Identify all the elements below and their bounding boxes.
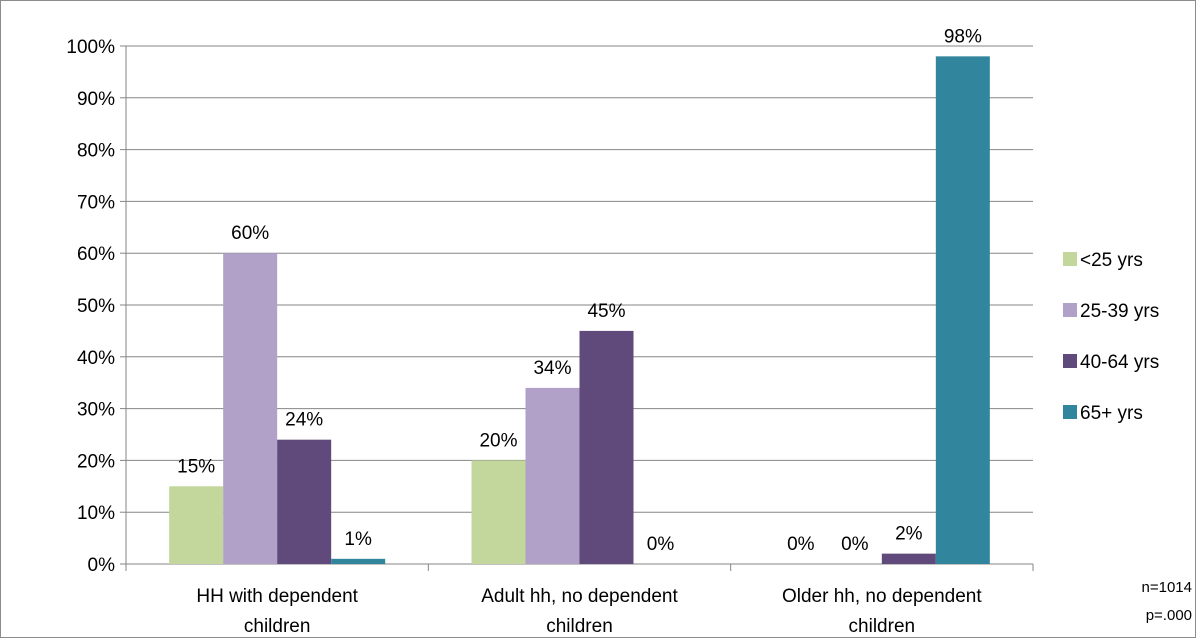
bar [525, 387, 580, 564]
y-tick-label: 20% [77, 451, 115, 472]
data-label: 2% [895, 524, 923, 545]
data-labels: 15% 60% 24% 1% 20% 34% 45% 0% 0% 0% 2% 98% [177, 26, 982, 555]
p-value-note: p=.000 [1146, 607, 1192, 624]
y-tick-label: 0% [88, 555, 116, 576]
bar [881, 553, 936, 564]
legend-label: 40-64 yrs [1080, 352, 1159, 373]
x-category-label: Older hh, no dependent [782, 586, 982, 607]
data-label: 24% [285, 410, 323, 431]
y-tick-label: 90% [77, 89, 115, 110]
legend-label: 25-39 yrs [1080, 301, 1159, 322]
notes: n=1014 p=.000 [1142, 579, 1192, 624]
legend-swatch [1063, 405, 1077, 419]
bars [169, 56, 990, 565]
x-category-label: children [849, 616, 916, 637]
data-label: 0% [787, 534, 815, 555]
data-label: 60% [231, 223, 269, 244]
legend-swatch [1063, 252, 1077, 266]
data-label: 98% [944, 26, 982, 47]
bar [223, 253, 278, 564]
data-label: 0% [841, 534, 869, 555]
sample-size-note: n=1014 [1142, 579, 1192, 596]
x-category-label: children [244, 616, 311, 637]
x-category-label: Adult hh, no dependent [481, 586, 678, 607]
legend-swatch [1063, 354, 1077, 368]
data-label: 15% [177, 456, 215, 477]
bar [169, 486, 224, 564]
data-label: 20% [479, 430, 517, 451]
x-category-label: HH with dependent [196, 586, 358, 607]
data-label: 45% [587, 301, 625, 322]
data-label: 0% [647, 534, 675, 555]
y-tick-label: 10% [77, 503, 115, 524]
y-tick-label: 30% [77, 400, 115, 421]
y-tick-label: 40% [77, 348, 115, 369]
y-tick-label: 100% [66, 37, 115, 58]
data-label: 1% [344, 529, 372, 550]
data-label: 34% [533, 358, 571, 379]
x-category-label: children [546, 616, 613, 637]
legend: <25 yrs 25-39 yrs 40-64 yrs 65+ yrs [1063, 250, 1159, 424]
y-tick-label: 50% [77, 296, 115, 317]
y-tick-label: 80% [77, 141, 115, 162]
bar [579, 330, 634, 564]
bar [935, 56, 990, 565]
y-tick-label: 70% [77, 192, 115, 213]
y-tick-label: 60% [77, 244, 115, 265]
legend-label: 65+ yrs [1080, 403, 1143, 424]
legend-label: <25 yrs [1080, 250, 1143, 271]
bar [471, 460, 526, 564]
bar [277, 439, 332, 564]
bar [331, 558, 386, 564]
legend-swatch [1063, 303, 1077, 317]
